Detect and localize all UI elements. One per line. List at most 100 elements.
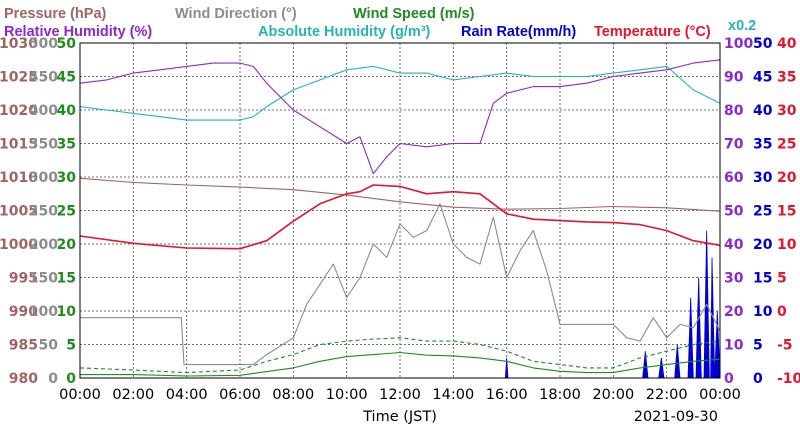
x-tick-label: 04:00 bbox=[166, 387, 208, 403]
chart-date: 2021-09-30 bbox=[634, 409, 718, 425]
wind-speed-tick-label: 0 bbox=[66, 371, 76, 387]
x-tick-label: 10:00 bbox=[326, 387, 368, 403]
plot-series bbox=[79, 59, 721, 379]
humidity-tick-label: 80 bbox=[724, 103, 744, 119]
pressure-tick-label: 1005 bbox=[0, 204, 38, 220]
wind-speed-tick-label: 5 bbox=[66, 338, 76, 354]
x-tick-label: 00:00 bbox=[699, 387, 741, 403]
gridlines bbox=[80, 43, 720, 378]
wind-direction-tick-label: 0 bbox=[48, 371, 58, 387]
wind-direction-tick-label: 350 bbox=[29, 137, 58, 153]
x-tick-label: 18:00 bbox=[539, 387, 581, 403]
humidity-tick-label: 30 bbox=[724, 271, 744, 287]
wind-speed-tick-label: 35 bbox=[57, 137, 76, 153]
rain-rate-tick-label: 30 bbox=[753, 170, 773, 186]
wind-speed-tick-label: 40 bbox=[57, 103, 77, 119]
rain-rate-tick-label: 40 bbox=[753, 103, 773, 119]
legend-wind-direction: Wind Direction (°) bbox=[175, 6, 297, 22]
humidity-tick-label: 100 bbox=[724, 36, 753, 52]
wind-direction-tick-label: 250 bbox=[29, 204, 58, 220]
humidity-tick-label: 10 bbox=[724, 338, 744, 354]
rain-rate-tick-label: 10 bbox=[753, 304, 773, 320]
pressure-tick-label: 1020 bbox=[0, 103, 38, 119]
pressure-tick-label: 1000 bbox=[0, 237, 38, 253]
pressure-tick-label: 1015 bbox=[0, 137, 38, 153]
pressure-tick-label: 990 bbox=[9, 304, 38, 320]
temperature-tick-label: 30 bbox=[777, 103, 797, 119]
wind-speed-tick-label: 30 bbox=[57, 170, 77, 186]
pressure-tick-label: 1030 bbox=[0, 36, 38, 52]
series-pressure-hpa bbox=[79, 177, 721, 212]
temperature-tick-label: 15 bbox=[777, 204, 796, 220]
x-tick-label: 00:00 bbox=[59, 387, 101, 403]
series-temperature-c bbox=[79, 184, 721, 250]
rain-rate-tick-label: 25 bbox=[753, 204, 772, 220]
rain-rate-tick-label: 5 bbox=[753, 338, 763, 354]
pressure-tick-label: 980 bbox=[9, 371, 38, 387]
temperature-tick-label: 40 bbox=[777, 36, 797, 52]
temperature-tick-label: 20 bbox=[777, 170, 797, 186]
temperature-tick-label: 10 bbox=[777, 237, 797, 253]
wind-speed-tick-label: 50 bbox=[57, 36, 77, 52]
rain-rate-tick-label: 45 bbox=[753, 70, 772, 86]
x-tick-label: 22:00 bbox=[646, 387, 688, 403]
wind-direction-tick-label: 150 bbox=[29, 271, 58, 287]
series-absolute-humidity-g-m bbox=[79, 65, 721, 121]
x-tick-label: 20:00 bbox=[592, 387, 634, 403]
legend-rain-rate: Rain Rate(mm/h) bbox=[461, 24, 576, 40]
wind-direction-tick-label: 200 bbox=[29, 237, 58, 253]
x-tick-label: 12:00 bbox=[379, 387, 421, 403]
x-tick-label: 16:00 bbox=[486, 387, 528, 403]
x-tick-label: 06:00 bbox=[219, 387, 261, 403]
legend: Pressure (hPa) Wind Direction (°) Wind S… bbox=[4, 6, 756, 40]
rain-rate-tick-label: 50 bbox=[753, 36, 773, 52]
series-wind-direction bbox=[80, 203, 721, 366]
wind-direction-tick-label: 500 bbox=[29, 36, 58, 52]
legend-relative-humidity: Relative Humidity (%) bbox=[4, 24, 152, 40]
x-axis-label: Time (JST) bbox=[362, 409, 437, 425]
temperature-tick-label: -10 bbox=[777, 371, 800, 387]
pressure-tick-label: 1010 bbox=[0, 170, 38, 186]
pressure-tick-label: 995 bbox=[9, 271, 38, 287]
temperature-tick-label: 5 bbox=[777, 271, 787, 287]
wind-speed-tick-label: 15 bbox=[57, 271, 76, 287]
x-tick-label: 08:00 bbox=[272, 387, 314, 403]
legend-wind-speed: Wind Speed (m/s) bbox=[353, 6, 475, 22]
wind-direction-tick-label: 50 bbox=[39, 338, 59, 354]
temperature-tick-label: -5 bbox=[777, 338, 793, 354]
abs-humidity-scale-note: x0.2 bbox=[728, 18, 756, 34]
temperature-tick-label: 35 bbox=[777, 70, 796, 86]
humidity-tick-label: 90 bbox=[724, 70, 744, 86]
series-relative-humidity bbox=[79, 59, 721, 175]
humidity-tick-label: 0 bbox=[724, 371, 734, 387]
temperature-tick-label: 25 bbox=[777, 137, 796, 153]
plot-frame bbox=[79, 42, 721, 379]
x-tick-label: 14:00 bbox=[432, 387, 474, 403]
x-tick-label: 02:00 bbox=[112, 387, 154, 403]
humidity-tick-label: 70 bbox=[724, 137, 744, 153]
rain-rate-tick-label: 20 bbox=[753, 237, 773, 253]
series-rain-rate-mm-h bbox=[504, 230, 721, 379]
humidity-tick-label: 20 bbox=[724, 304, 744, 320]
humidity-tick-label: 40 bbox=[724, 237, 744, 253]
rain-rate-tick-label: 0 bbox=[753, 371, 763, 387]
pressure-tick-label: 1025 bbox=[0, 70, 38, 86]
rain-rate-tick-label: 15 bbox=[753, 271, 772, 287]
wind-direction-tick-label: 400 bbox=[29, 103, 58, 119]
temperature-tick-label: 0 bbox=[777, 304, 787, 320]
wind-speed-tick-label: 10 bbox=[57, 304, 77, 320]
series-wind-speed-m-s bbox=[80, 351, 721, 377]
humidity-tick-label: 60 bbox=[724, 170, 744, 186]
wind-direction-tick-label: 450 bbox=[29, 70, 58, 86]
legend-pressure: Pressure (hPa) bbox=[4, 6, 107, 22]
rain-rate-tick-label: 35 bbox=[753, 137, 772, 153]
series-wind-speed-gust-m-s bbox=[79, 337, 721, 374]
legend-absolute-humidity: Absolute Humidity (g/m³) bbox=[258, 24, 431, 40]
wind-speed-tick-label: 45 bbox=[57, 70, 76, 86]
wind-speed-tick-label: 20 bbox=[57, 237, 77, 253]
wind-speed-tick-label: 25 bbox=[57, 204, 76, 220]
wind-direction-tick-label: 100 bbox=[29, 304, 58, 320]
pressure-tick-label: 985 bbox=[9, 338, 38, 354]
wind-direction-tick-label: 300 bbox=[29, 170, 58, 186]
